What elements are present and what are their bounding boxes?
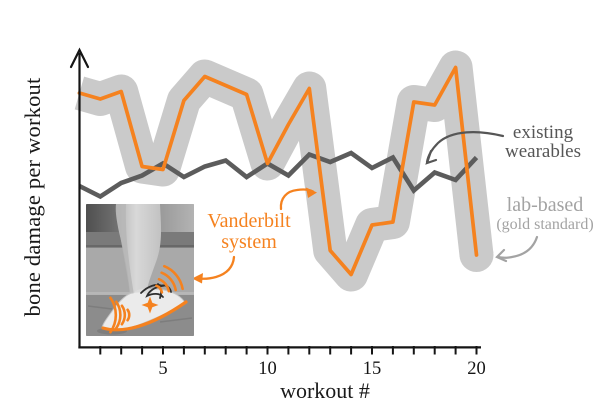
photo-leg xyxy=(115,204,162,297)
lab-based-label-line2: (gold standard) xyxy=(496,216,594,233)
y-axis-label: bone damage per workout xyxy=(20,77,45,317)
x-tick-label: 15 xyxy=(363,359,382,379)
vanderbilt-label-line1: Vanderbilt xyxy=(207,210,291,232)
vanderbilt-system-label: Vanderbilt system xyxy=(194,211,304,253)
lab-based-label-line1: lab-based xyxy=(506,194,584,216)
x-axis-tick-labels: 5 10 15 20 xyxy=(158,359,485,379)
shoe-sole-swoosh-icon xyxy=(101,300,188,332)
vanderbilt-label-line2: system xyxy=(221,231,277,253)
x-axis-ticks xyxy=(99,346,478,355)
lab-based-arrow-icon xyxy=(495,235,539,263)
y-axis-arrowhead-icon xyxy=(69,47,90,69)
inset-photo-runner-shoe xyxy=(86,204,194,336)
vanderbilt-arrow-to-line-icon xyxy=(279,187,317,211)
existing-wearables-label: existing wearables xyxy=(489,123,597,161)
series-existing-wearables xyxy=(78,150,479,200)
x-tick-label: 10 xyxy=(258,359,277,379)
vibration-waves-toe-icon xyxy=(109,296,131,334)
x-tick-label: 20 xyxy=(467,359,486,379)
existing-wearables-label-line2: wearables xyxy=(505,141,581,162)
x-tick-label: 5 xyxy=(158,359,167,379)
sensor-star-icon xyxy=(141,296,159,314)
photo-shoe xyxy=(101,288,186,331)
lab-based-label: lab-based (gold standard) xyxy=(486,194,600,234)
existing-wearables-arrow-icon xyxy=(425,131,505,165)
vanderbilt-arrow-to-photo-icon xyxy=(192,255,236,284)
series-vanderbilt-system xyxy=(77,65,479,277)
x-axis-label: workout # xyxy=(280,378,370,403)
existing-wearables-label-line1: existing xyxy=(512,122,574,143)
vibration-waves-heel-icon xyxy=(155,264,184,294)
